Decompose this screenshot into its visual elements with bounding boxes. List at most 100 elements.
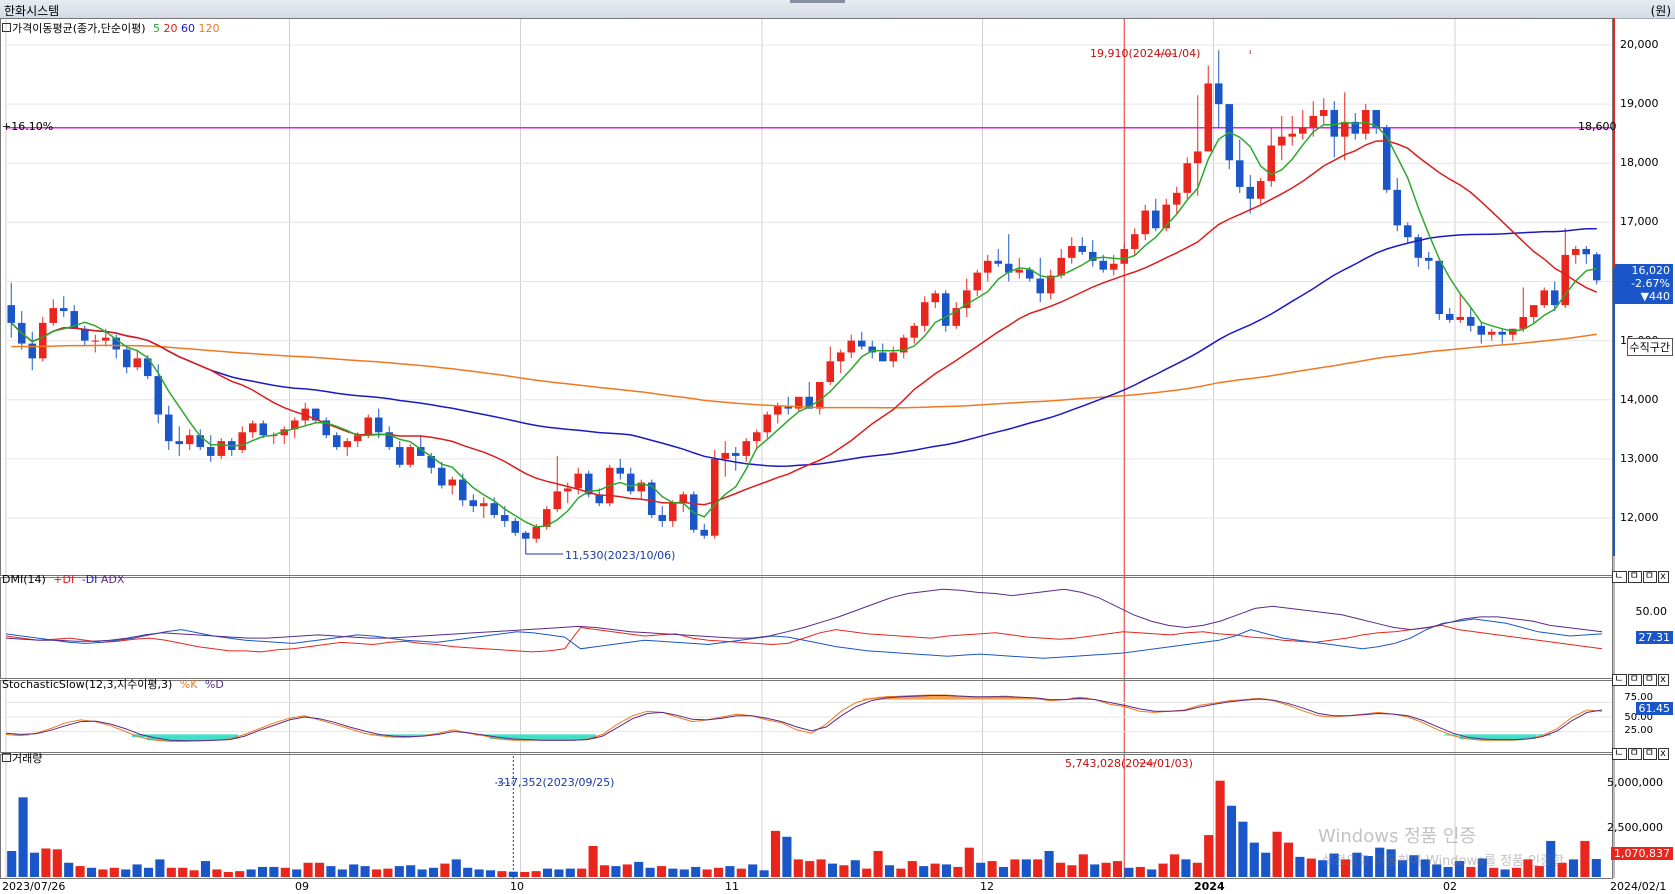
candle-body	[1057, 257, 1066, 276]
candle-body	[1424, 257, 1433, 261]
candle-body	[1445, 314, 1454, 320]
volume-bar	[1534, 866, 1544, 877]
candle	[1529, 305, 1538, 323]
close-panel-button[interactable]: x	[1657, 748, 1669, 760]
candle	[479, 497, 488, 518]
volume-bar	[314, 862, 325, 877]
candle	[962, 278, 971, 317]
candle	[448, 476, 457, 495]
candle-body	[679, 494, 688, 504]
volume-bar	[1204, 835, 1214, 877]
volume-bar	[1238, 821, 1248, 877]
candle	[1141, 204, 1150, 241]
candle	[1036, 257, 1045, 303]
volume-bar	[805, 861, 815, 877]
volume-bar	[748, 864, 758, 877]
candle	[668, 500, 677, 527]
restore-panel-button[interactable]: ㅁ	[1642, 674, 1657, 686]
panel-frames	[0, 18, 1615, 879]
maximize-panel-button[interactable]: ㅁ	[1627, 674, 1642, 686]
candle-body	[374, 417, 383, 433]
volume-bar	[1192, 862, 1202, 877]
candle	[311, 408, 320, 424]
candle-body	[1256, 180, 1265, 199]
candle	[1340, 92, 1349, 161]
candle	[1214, 50, 1223, 128]
candle-body	[1183, 163, 1192, 193]
volume-bar	[109, 867, 119, 877]
restore-panel-button[interactable]: ㅁ	[1642, 571, 1657, 583]
date-axis-label: 2023/07/26	[2, 880, 66, 893]
ma20-label: 20	[163, 22, 178, 35]
high-annotation: 19,910(2024/01/04)	[1090, 47, 1201, 60]
volume-bar	[1010, 859, 1020, 877]
candle-body	[122, 349, 131, 368]
grid-lines	[5, 18, 1612, 878]
volume-bar	[554, 869, 564, 877]
splitter-handle[interactable]	[790, 0, 845, 3]
volume-bar	[1055, 862, 1066, 877]
volume-bar	[18, 797, 28, 877]
candle-body	[994, 260, 1003, 264]
volume-bar	[1420, 859, 1430, 877]
low-annotation: 11,530(2023/10/06)	[565, 549, 676, 562]
stoch-title: StochasticSlow(12,3,지수이평,3)	[2, 678, 173, 691]
candle-body	[752, 432, 761, 442]
candle-body	[1456, 316, 1465, 320]
candle-body	[1382, 127, 1391, 190]
minimize-panel-button[interactable]: ㄴ	[1612, 748, 1627, 760]
maximize-panel-button[interactable]: ㅁ	[1627, 571, 1642, 583]
volume-bar	[1363, 856, 1373, 877]
volume-bar	[691, 866, 701, 877]
vertical-zone-label[interactable]: 수직구간	[1626, 338, 1673, 356]
candle-body	[973, 272, 982, 291]
close-panel-button[interactable]: x	[1657, 571, 1669, 583]
close-panel-button[interactable]: x	[1657, 674, 1669, 686]
candle	[836, 349, 845, 374]
candle-body	[1193, 151, 1202, 164]
candle	[469, 494, 478, 513]
volume-bar	[417, 869, 427, 877]
volume-bar	[1067, 865, 1077, 877]
minimize-panel-button[interactable]: ㄴ	[1612, 674, 1627, 686]
candle	[1561, 228, 1570, 309]
volume-bar	[371, 869, 382, 877]
candle-body	[28, 343, 37, 359]
candle-body	[1141, 210, 1150, 235]
dmi-axis-50: 50.00	[1635, 605, 1668, 618]
candle	[1235, 139, 1244, 193]
candle	[637, 479, 646, 501]
maximize-panel-button[interactable]: ㅁ	[1627, 748, 1642, 760]
volume-bar	[1112, 861, 1123, 877]
volume-bar	[1386, 849, 1396, 877]
minimize-panel-button[interactable]: ㄴ	[1612, 571, 1627, 583]
unit-label: (원)	[1650, 4, 1671, 18]
dmi-series-0	[5, 624, 1603, 653]
candle-body	[668, 503, 677, 521]
price-axis-label: 19,000	[1620, 97, 1659, 111]
volume-bar	[1580, 840, 1590, 877]
candle	[658, 506, 667, 527]
candle-body	[710, 458, 719, 536]
volume-bar	[1397, 860, 1408, 877]
volume-bar	[41, 848, 51, 877]
candle-body	[1025, 269, 1034, 279]
last-price: 16,020	[1631, 264, 1671, 277]
stoch-axis-50: 50.00	[1624, 712, 1653, 723]
candle	[1151, 198, 1160, 232]
volume-bar	[474, 869, 484, 877]
candle	[1592, 251, 1601, 285]
candle-body	[91, 340, 100, 342]
volume-bar	[565, 868, 575, 877]
restore-panel-button[interactable]: ㅁ	[1642, 748, 1657, 760]
candle-body	[731, 452, 740, 456]
dmi-title: DMI(14)	[2, 573, 46, 586]
candle-body	[280, 429, 289, 436]
volume-bar	[1409, 855, 1419, 877]
candle-body	[700, 529, 709, 536]
candle	[752, 429, 761, 451]
